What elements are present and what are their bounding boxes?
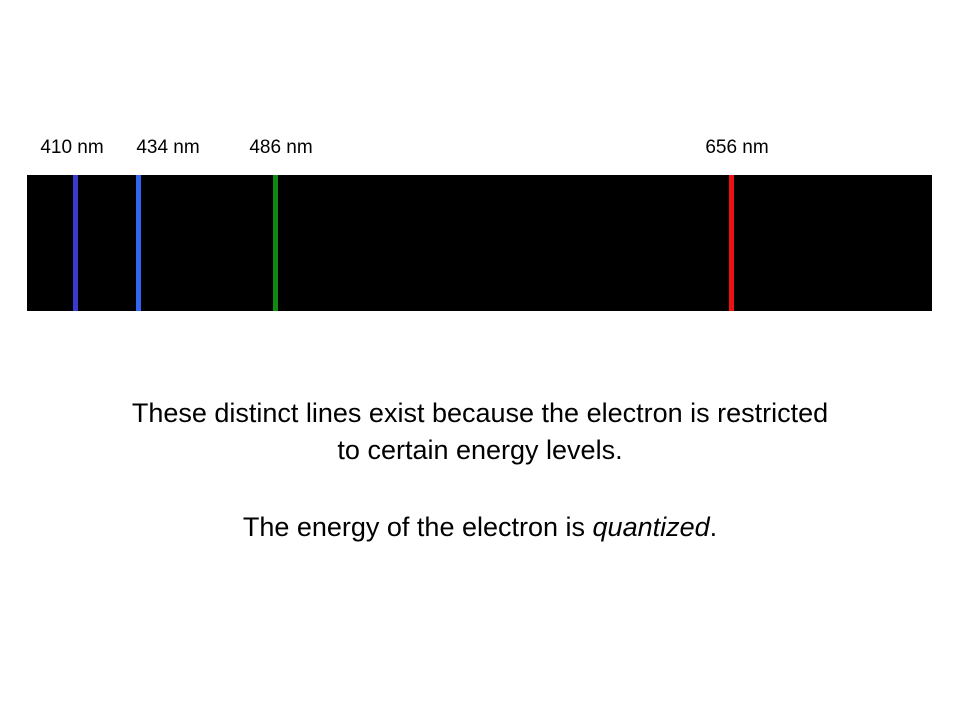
wavelength-label: 410 nm (40, 137, 104, 158)
spectral-line (135, 175, 141, 311)
wavelength-label: 486 nm (249, 137, 313, 158)
emphasis: quantized (592, 512, 710, 542)
wavelength-label: 656 nm (705, 137, 769, 158)
spectral-line (272, 175, 278, 311)
wavelength-label: 434 nm (136, 137, 200, 158)
spectral-line (72, 175, 78, 311)
spectrum-band (27, 175, 932, 311)
paragraph: These distinct lines exist because the e… (131, 398, 829, 465)
spectral-line (728, 175, 734, 311)
text: . (709, 512, 718, 542)
paragraph: The energy of the electron is quantized. (130, 509, 830, 546)
text: The energy of the electron is (242, 512, 593, 542)
